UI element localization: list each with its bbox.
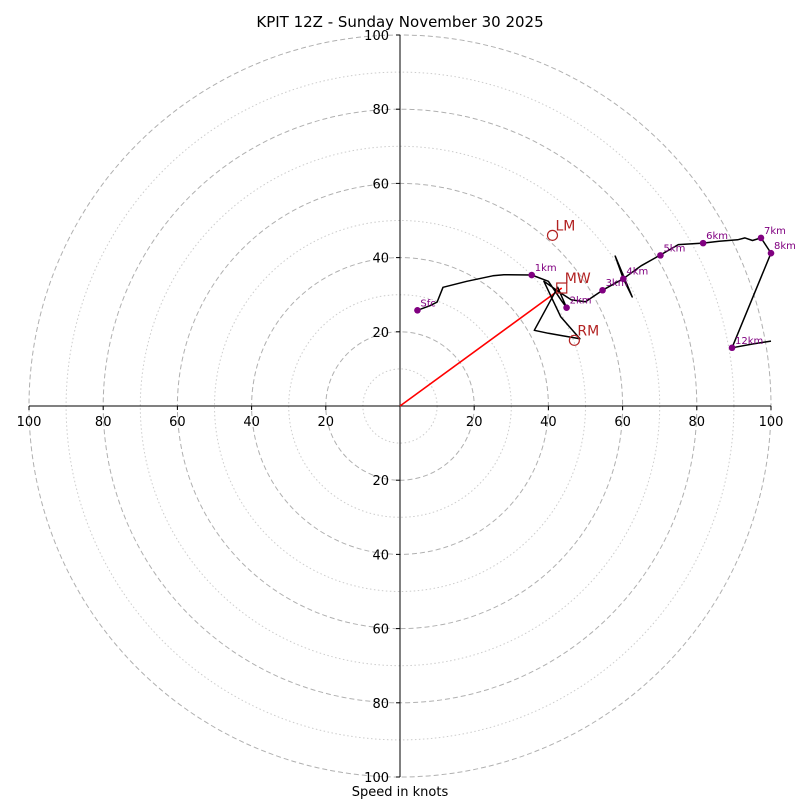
x-tick-label: 80 [95,415,112,430]
storm-point-marker [568,334,580,346]
hodograph-line [417,237,772,349]
storm-points: LM MW RM [546,218,599,346]
height-marker-label: 12km [735,336,763,347]
x-tick-label: 40 [243,415,260,430]
height-marker-label: 2km [570,296,592,307]
y-tick-label: 40 [372,548,389,563]
height-marker-point [757,234,765,242]
height-marker-label: 8km [774,241,796,252]
y-tick-label: 60 [372,177,389,192]
height-marker-point [563,304,570,311]
tick-labels: 100 80 60 40 20 20 40 60 80 100 100 80 60 40 20 20 40 60 8… [17,29,784,786]
y-tick-label: 40 [372,252,389,267]
hodograph-trace [417,237,772,349]
y-tick-label: 20 [372,474,389,489]
y-tick-label: 100 [364,771,389,786]
y-tick-label: 80 [372,697,389,712]
height-marker-label: 1km [535,263,557,274]
height-marker-label: 4km [626,267,648,278]
x-tick-label: 60 [614,415,631,430]
y-tick-label: 80 [372,103,389,118]
x-tick-label: 80 [689,415,706,430]
height-marker-point [620,275,627,283]
height-marker-point [767,249,775,257]
x-axis-label: Speed in knots [352,785,449,800]
storm-vector-line [399,287,563,407]
height-marker-point [414,306,421,314]
x-tick-label: 100 [17,415,42,430]
height-marker-point [528,271,536,279]
height-marker-label: 6km [706,231,728,242]
y-tick-label: 20 [372,326,389,341]
storm-motion-vector [399,287,563,407]
height-marker-label: 5km [663,243,685,254]
height-marker-point [728,344,736,352]
storm-point-marker [546,229,559,241]
storm-point-label: RM [577,323,599,339]
height-marker-point [657,252,664,259]
x-tick-label: 100 [759,415,784,430]
y-tick-label: 100 [364,29,389,44]
height-marker-label: 7km [764,226,786,237]
x-tick-label: 20 [466,415,483,430]
storm-point-label: LM [555,218,575,234]
height-marker-point [699,239,707,247]
height-marker-point [599,286,606,294]
x-tick-label: 40 [540,415,557,430]
height-marker-label: Sfc [420,298,435,309]
height-marker-label: 3km [606,278,628,289]
x-tick-label: 60 [169,415,186,430]
chart-title: KPIT 12Z - Sunday November 30 2025 [256,13,543,31]
storm-point-label: MW [565,271,591,287]
y-tick-label: 60 [372,623,389,638]
x-tick-label: 20 [318,415,335,430]
storm-point-marker [556,282,568,294]
